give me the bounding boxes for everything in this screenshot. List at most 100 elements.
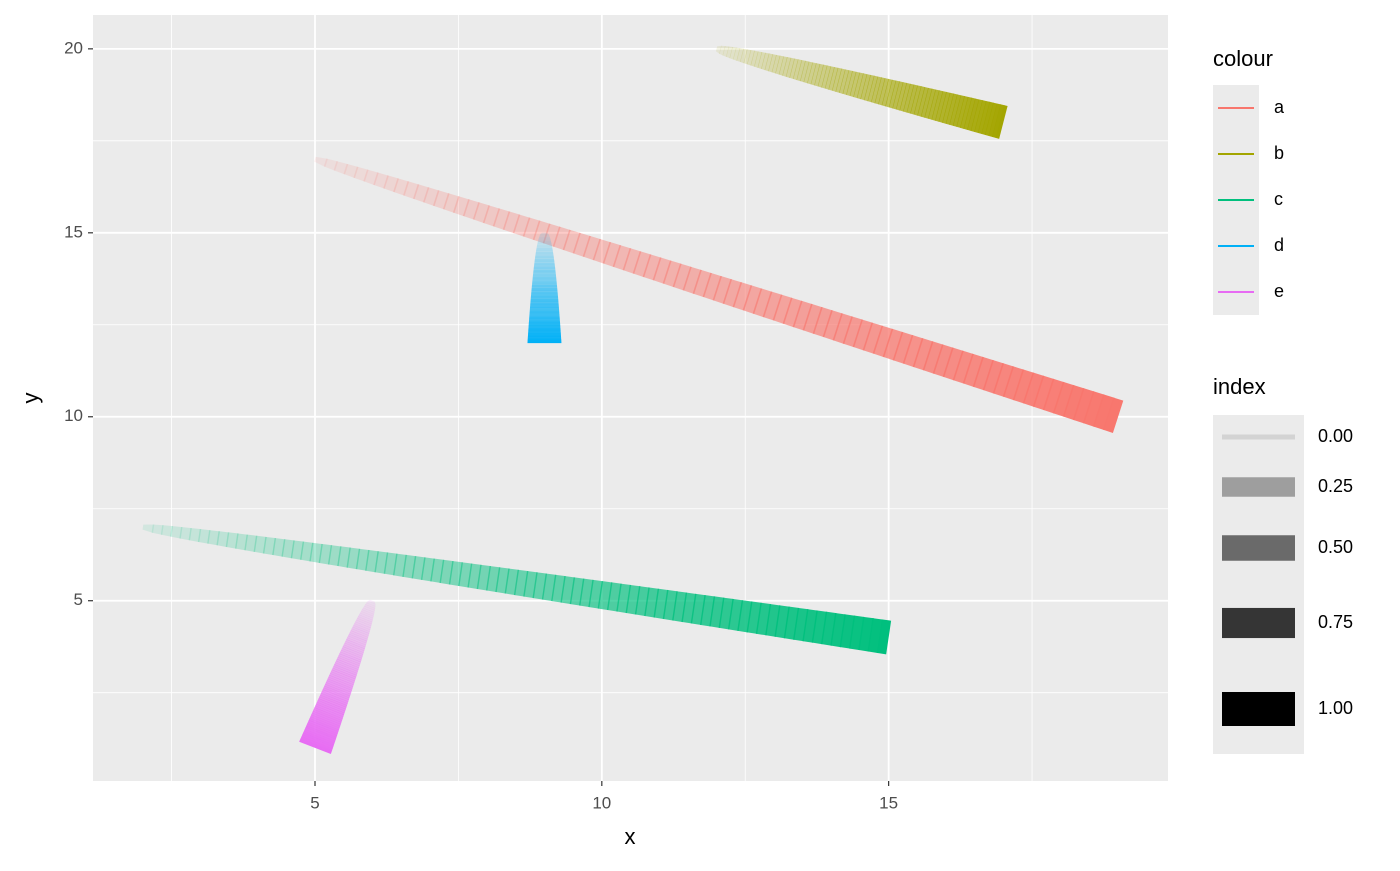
link-piece [528,328,561,330]
link-piece [814,63,824,87]
link-piece [340,649,363,661]
link-piece [533,265,556,268]
legend-label: 0.00 [1318,426,1353,446]
link-piece [534,257,555,260]
link-piece [304,727,336,742]
link-piece [142,524,155,533]
link-piece [531,293,558,296]
link-piece [365,602,376,609]
link-piece [528,325,561,327]
link-piece [732,282,753,311]
legend-label: 0.75 [1318,612,1353,632]
link-piece [343,163,359,179]
link-piece [920,87,933,118]
link-piece [742,285,763,314]
link-piece [216,531,230,548]
link-piece [871,76,882,104]
link-piece [323,158,339,171]
link-piece [170,526,183,539]
link-piece [537,241,552,243]
legend-key [1222,434,1295,440]
link-piece [992,104,1005,139]
link-piece [512,214,531,237]
link-piece [878,78,889,106]
x-tick-label: 15 [879,793,898,812]
link-piece [303,730,335,745]
link-piece [533,271,556,274]
link-piece [962,353,984,388]
legend-label: 1.00 [1318,698,1353,718]
link-piece [348,632,368,642]
link-piece [938,91,951,123]
link-piece [347,635,367,646]
link-piece [528,323,561,326]
link-piece [810,63,821,86]
link-piece [353,623,371,632]
link-piece [197,529,211,544]
link-piece [307,721,338,736]
link-piece [303,729,336,744]
legend-label: a [1274,97,1285,117]
link-piece [339,651,362,663]
link-piece [360,609,375,617]
link-piece [430,558,445,584]
link-piece [262,536,277,556]
link-piece [754,51,763,68]
link-piece [312,709,343,723]
link-piece [849,71,861,98]
link-piece [530,303,559,305]
legend-label: c [1274,189,1283,209]
link-piece [432,190,450,210]
link-piece [531,290,558,293]
link-piece [311,711,342,725]
link-piece [188,527,202,543]
link-piece [792,59,803,81]
link-piece [344,641,365,651]
link-piece [327,545,342,567]
link-piece [846,70,857,97]
link-piece [338,653,361,665]
link-piece [712,275,733,304]
link-piece [540,232,549,235]
link-piece [336,657,360,668]
link-piece [956,96,969,128]
link-piece [899,82,911,112]
link-piece [300,541,314,562]
link-piece [357,614,373,623]
link-piece [253,535,267,554]
x-tick-label: 5 [310,793,319,812]
link-piece [959,96,973,129]
link-piece [355,548,370,571]
link-piece [977,100,991,135]
link-piece [739,48,748,64]
link-piece [299,739,332,755]
link-piece [1072,388,1095,424]
link-piece [363,169,379,186]
link-piece [442,193,460,213]
link-piece [533,264,555,267]
link-piece [562,229,581,254]
link-piece [309,542,323,564]
link-piece [1022,372,1045,407]
link-piece [532,220,551,244]
link-piece [802,303,823,334]
link-piece [750,50,759,67]
legend-key [1222,607,1295,639]
link-piece [531,286,558,289]
link-piece [945,93,958,125]
link-piece [775,55,784,75]
link-piece [862,322,884,354]
link-piece [530,300,559,302]
link-piece [533,272,556,275]
link-piece [1012,369,1035,404]
link-piece [318,696,347,710]
link-piece [534,260,555,262]
link-piece [323,685,351,699]
link-piece [876,619,892,655]
link [299,599,376,755]
y-axis-title: y [18,393,43,404]
link-piece [746,49,755,66]
link-piece [300,736,333,751]
link-piece [207,530,220,546]
link-piece [281,539,295,559]
